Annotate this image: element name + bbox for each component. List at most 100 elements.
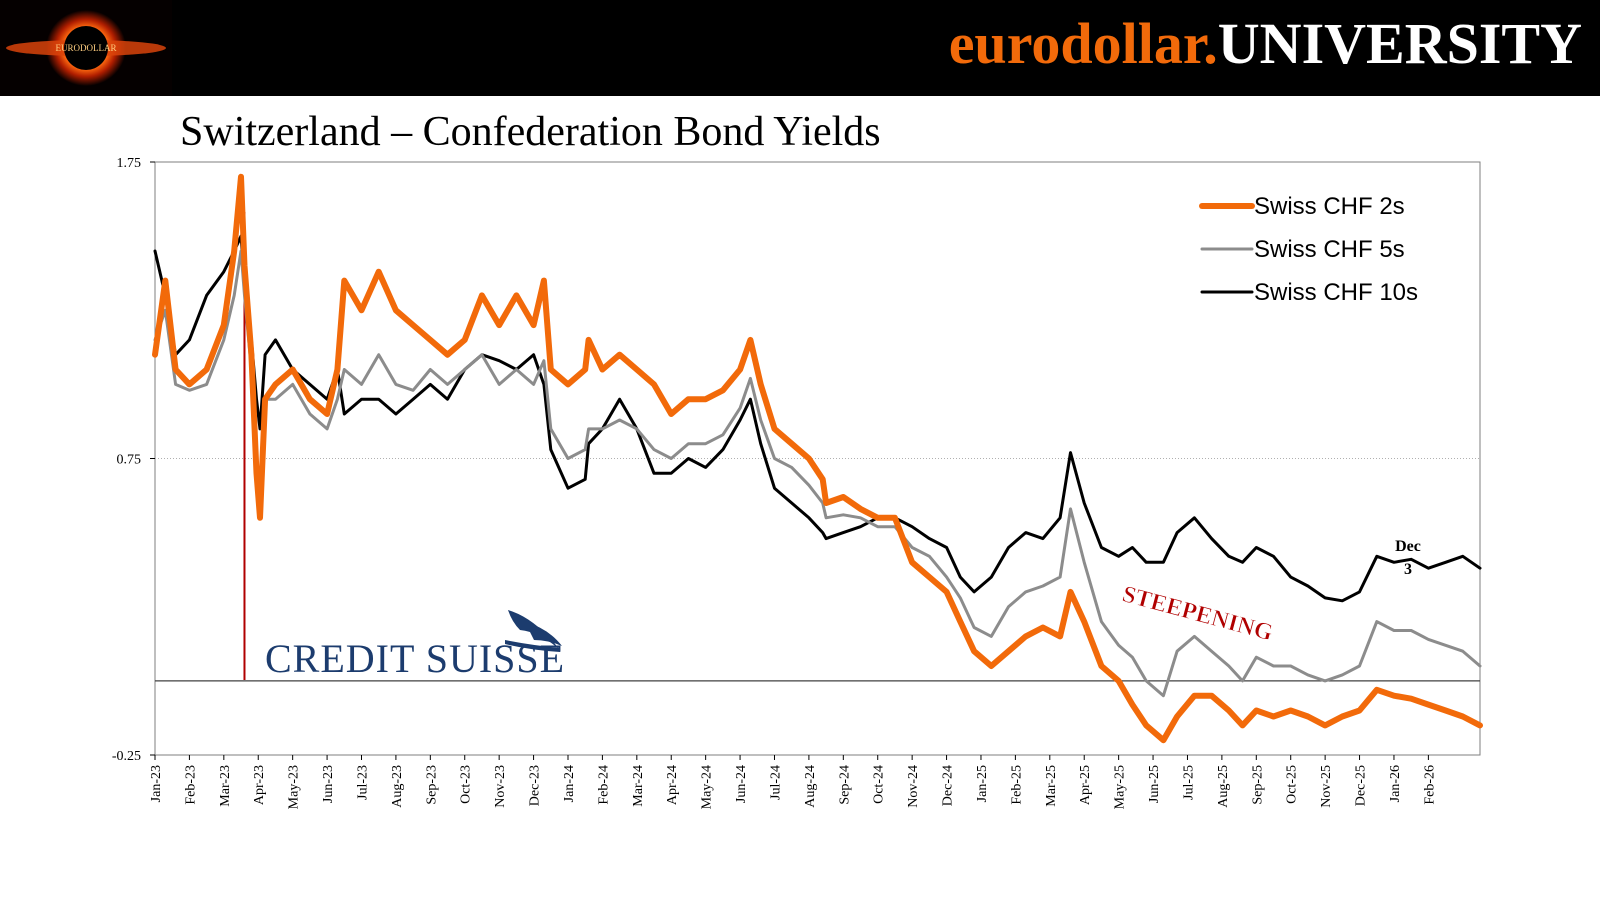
data-point — [1100, 546, 1102, 549]
data-point — [842, 496, 844, 498]
data-point — [1445, 644, 1447, 646]
data-point — [722, 389, 724, 391]
data-point — [543, 280, 545, 282]
data-point — [1479, 665, 1481, 667]
data-point — [550, 428, 552, 430]
data-point — [1083, 502, 1085, 504]
data-point — [773, 428, 776, 430]
x-tick-label: Jun-23 — [321, 765, 336, 803]
data-point — [175, 383, 177, 385]
x-tick-label: Oct-25 — [1285, 765, 1300, 804]
data-point — [959, 621, 961, 623]
data-point — [653, 449, 655, 451]
data-point — [154, 354, 156, 356]
data-point — [1193, 635, 1195, 638]
data-point — [223, 324, 225, 326]
data-point — [739, 419, 741, 421]
data-point — [722, 449, 724, 451]
data-point — [825, 517, 827, 519]
data-point — [412, 389, 414, 391]
data-point — [1059, 635, 1061, 638]
data-point — [670, 413, 672, 415]
data-point — [588, 428, 590, 430]
data-point — [1176, 715, 1178, 718]
data-point — [259, 517, 261, 519]
data-point — [429, 368, 431, 371]
data-point — [619, 419, 621, 421]
data-point — [223, 271, 225, 273]
data-point — [446, 398, 449, 400]
data-point — [990, 665, 992, 667]
data-point — [309, 383, 311, 385]
data-point — [722, 434, 724, 436]
data-point — [1069, 591, 1072, 593]
data-point — [739, 368, 741, 371]
x-tick-label: Apr-24 — [665, 765, 680, 805]
data-point — [1228, 555, 1230, 557]
data-point — [343, 280, 345, 282]
data-point — [223, 339, 225, 341]
data-point — [464, 368, 466, 371]
data-point — [343, 413, 345, 415]
chart-title: Switzerland – Confederation Bond Yields — [180, 109, 881, 155]
data-point — [309, 413, 311, 415]
data-point — [343, 368, 345, 371]
data-point — [378, 354, 380, 356]
data-point — [825, 502, 827, 504]
data-point — [584, 368, 586, 371]
data-point — [1118, 555, 1120, 557]
data-point — [808, 457, 810, 460]
data-point — [1324, 724, 1326, 727]
data-point — [395, 413, 397, 415]
data-point — [687, 443, 690, 445]
data-point — [1255, 709, 1257, 712]
data-point — [336, 398, 338, 400]
data-point — [1324, 597, 1326, 599]
data-point — [636, 428, 638, 430]
data-point — [243, 265, 246, 267]
data-point — [749, 398, 752, 400]
data-point — [1145, 561, 1147, 563]
data-point — [1255, 656, 1257, 658]
data-point — [588, 443, 590, 445]
x-tick-label: Dec-23 — [528, 765, 543, 806]
data-point — [498, 324, 500, 326]
data-point — [1376, 689, 1378, 691]
data-point — [601, 428, 604, 430]
data-point — [240, 176, 242, 178]
logo[interactable]: EURODOLLAR — [0, 0, 172, 96]
data-point — [188, 339, 190, 341]
data-point — [412, 324, 414, 326]
x-tick-label: Jan-25 — [975, 765, 990, 802]
data-point — [588, 339, 590, 341]
data-point — [412, 398, 414, 400]
x-tick-label: Mar-24 — [631, 765, 646, 807]
data-point — [1193, 695, 1195, 697]
data-point — [164, 280, 166, 282]
data-point — [1025, 591, 1027, 593]
credit-suisse-text: CREDIT SUISSE — [265, 636, 565, 681]
data-point — [1118, 680, 1120, 682]
data-point — [395, 383, 397, 385]
data-point — [601, 368, 604, 371]
dec-label-day: 3 — [1404, 561, 1412, 578]
data-point — [1083, 561, 1085, 563]
x-tick-label: Aug-23 — [390, 765, 405, 808]
x-tick-label: Oct-23 — [459, 765, 474, 804]
data-point — [1083, 621, 1085, 623]
data-point — [1162, 739, 1164, 741]
data-point — [1272, 555, 1275, 557]
data-point — [911, 561, 913, 563]
data-point — [760, 419, 762, 421]
data-point — [1290, 709, 1292, 712]
data-point — [336, 368, 338, 371]
data-point — [259, 428, 261, 430]
data-point — [946, 546, 948, 549]
data-point — [1376, 621, 1378, 623]
data-point — [360, 309, 363, 311]
x-tick-label: Apr-23 — [252, 765, 267, 805]
data-point — [687, 398, 690, 400]
data-point — [274, 339, 277, 341]
x-tick-label: Sep-23 — [424, 765, 439, 805]
data-point — [1228, 709, 1230, 712]
